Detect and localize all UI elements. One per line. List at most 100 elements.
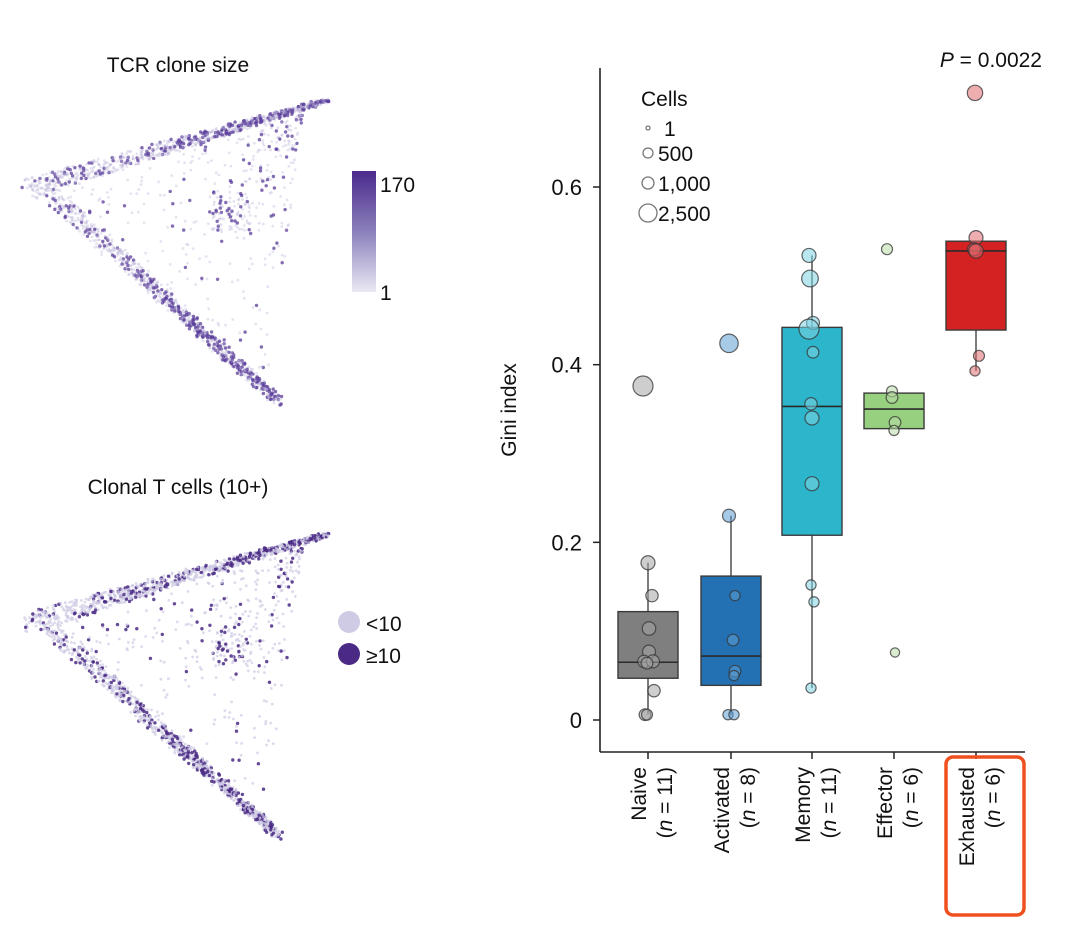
- umap-cell-point: [243, 330, 247, 334]
- umap-cell-point: [182, 311, 186, 315]
- umap-cell-point: [95, 657, 98, 661]
- umap-cell-point: [203, 331, 207, 335]
- umap-cell-point: [126, 150, 130, 153]
- umap-cell-point: [296, 104, 301, 109]
- umap-cell-point: [235, 725, 238, 728]
- umap-cell-point: [142, 592, 146, 596]
- umap-cell-point: [111, 171, 115, 174]
- umap-cell-point: [254, 580, 257, 584]
- umap-cell-point: [51, 169, 55, 173]
- umap-cell-point: [86, 663, 89, 667]
- umap-cell-point: [46, 184, 50, 188]
- umap-cell-point: [221, 205, 225, 209]
- umap-cell-point: [245, 378, 249, 382]
- umap-cell-point: [188, 320, 192, 323]
- umap-cell-point: [211, 572, 215, 576]
- umap-cell-point: [261, 787, 266, 791]
- exhausted-highlight-box: [944, 755, 1026, 917]
- umap-cell-point: [191, 317, 195, 322]
- umap-cell-point: [23, 616, 26, 620]
- data-point: [728, 669, 740, 682]
- umap-cell-point: [82, 662, 86, 666]
- umap-cell-point: [38, 192, 41, 196]
- umap-cell-point: [134, 589, 138, 592]
- umap-bottom-scatter: [23, 531, 331, 841]
- umap-cell-point: [193, 137, 197, 141]
- umap-cell-point: [252, 383, 256, 387]
- umap-cell-point: [157, 180, 161, 184]
- umap-cell-point: [66, 214, 69, 218]
- umap-cell-point: [279, 394, 284, 399]
- umap-cell-point: [105, 191, 109, 194]
- umap-cell-point: [162, 139, 166, 143]
- umap-cell-point: [90, 230, 93, 234]
- umap-cell-point: [280, 120, 284, 124]
- umap-cell-point: [195, 316, 199, 320]
- data-point: [804, 476, 820, 492]
- umap-cell-point: [146, 580, 149, 584]
- umap-cell-point: [90, 677, 94, 681]
- umap-cell-point: [305, 105, 309, 108]
- umap-cell-point: [154, 281, 157, 285]
- umap-cell-point: [239, 753, 243, 757]
- umap-cell-point: [228, 789, 232, 794]
- umap-cell-point: [294, 553, 297, 557]
- umap-cell-point: [31, 612, 35, 616]
- umap-cell-point: [249, 120, 253, 124]
- umap-cell-point: [279, 559, 283, 563]
- umap-cell-point: [37, 179, 41, 183]
- umap-cell-point: [89, 223, 93, 226]
- umap-cell-point: [180, 320, 184, 324]
- umap-cell-point: [122, 156, 126, 159]
- umap-cell-point: [155, 143, 159, 147]
- umap-cell-point: [243, 552, 247, 555]
- umap-cell-point: [200, 276, 204, 280]
- umap-cell-point: [248, 221, 252, 225]
- umap-cell-point: [281, 549, 285, 553]
- umap-cell-point: [145, 285, 149, 289]
- umap-cell-point: [196, 330, 200, 334]
- umap-cell-point: [37, 179, 40, 183]
- umap-cell-point: [75, 603, 78, 607]
- umap-cell-point: [269, 116, 273, 120]
- umap-cell-point: [269, 397, 273, 401]
- umap-cell-point: [237, 198, 241, 202]
- umap-cell-point: [116, 668, 120, 672]
- umap-cell-point: [224, 129, 229, 133]
- umap-cell-point: [198, 136, 202, 140]
- umap-cell-point: [198, 257, 201, 261]
- umap-cell-point: [286, 548, 289, 551]
- umap-cell-point: [243, 203, 247, 207]
- umap-cell-point: [119, 166, 123, 169]
- umap-cell-point: [98, 238, 102, 242]
- umap-cell-point: [165, 302, 169, 305]
- umap-cell-point: [191, 322, 196, 326]
- umap-cell-point: [242, 119, 246, 123]
- umap-cell-point: [105, 242, 109, 246]
- umap-cell-point: [51, 197, 55, 201]
- umap-cell-point: [63, 167, 67, 170]
- umap-cell-point: [235, 141, 239, 145]
- umap-cell-point: [30, 185, 33, 188]
- umap-cell-point: [254, 622, 258, 626]
- umap-cell-point: [67, 648, 71, 652]
- umap-cell-point: [186, 136, 191, 141]
- umap-cell-point: [249, 367, 253, 371]
- umap-cell-point: [288, 147, 292, 151]
- umap-cell-point: [30, 175, 34, 179]
- umap-cell-point: [253, 141, 256, 145]
- umap-cell-point: [281, 175, 286, 179]
- umap-cell-point: [267, 569, 270, 572]
- umap-cell-point: [124, 156, 128, 160]
- umap-cell-point: [49, 635, 53, 638]
- umap-cell-point: [220, 349, 224, 352]
- umap-cell-point: [142, 721, 146, 724]
- umap-cell-point: [269, 148, 272, 152]
- umap-cell-point: [236, 226, 240, 229]
- umap-cell-point: [140, 156, 144, 159]
- umap-cell-point: [241, 361, 246, 366]
- umap-cell-point: [78, 209, 83, 213]
- umap-cell-point: [306, 103, 310, 107]
- umap-cell-point: [245, 127, 249, 131]
- umap-cell-point: [125, 588, 129, 591]
